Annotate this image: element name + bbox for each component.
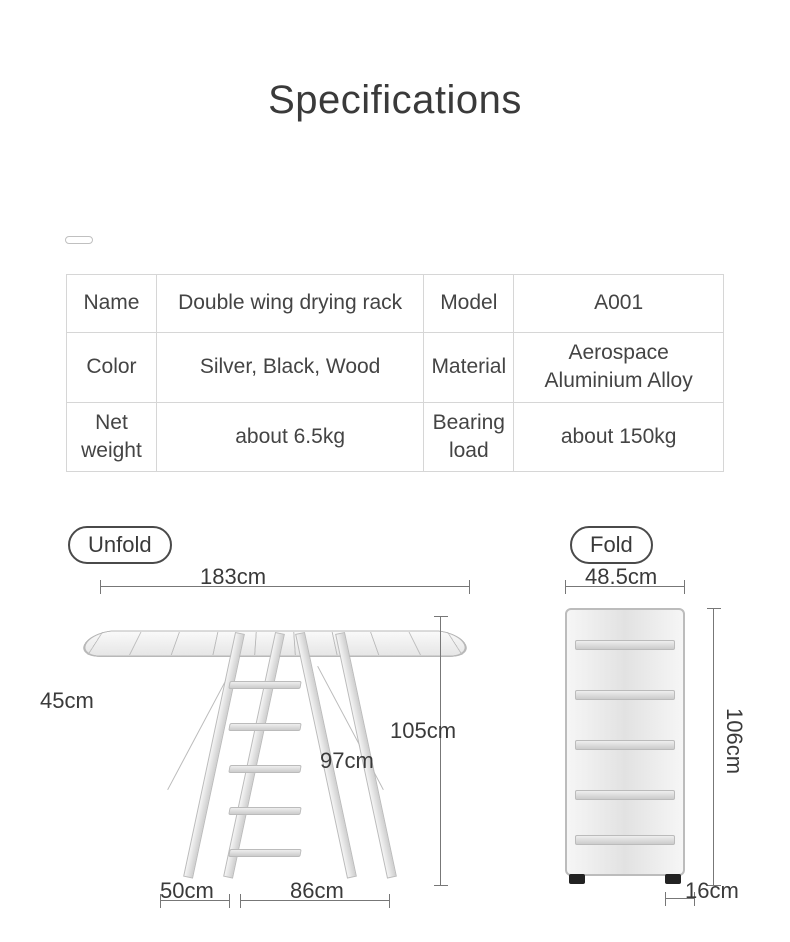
dim-leg-depth: 50cm — [160, 878, 214, 904]
cell-weight-label: Net weight — [67, 402, 157, 472]
cell-model-value: A001 — [514, 275, 724, 333]
dim-line-top — [100, 586, 470, 587]
ladder-step — [228, 765, 301, 773]
dim-line-fold-height — [713, 608, 714, 886]
table-row: Name Double wing drying rack Model A001 — [67, 275, 724, 333]
spec-table: Name Double wing drying rack Model A001 … — [66, 274, 724, 472]
ladder-step — [228, 849, 301, 857]
ladder-step — [575, 790, 675, 800]
cell-weight-value: about 6.5kg — [156, 402, 423, 472]
cell-color-label: Color — [67, 333, 157, 403]
cell-color-value: Silver, Black, Wood — [156, 333, 423, 403]
unfold-diagram: 183cm 45cm 105cm 97cm 50cm 86cm — [40, 578, 510, 918]
folded-body — [565, 608, 685, 876]
table-row: Color Silver, Black, Wood Material Aeros… — [67, 333, 724, 403]
dim-total-height: 105cm — [390, 718, 456, 744]
ladder-step — [228, 723, 301, 731]
ladder-step — [575, 740, 675, 750]
fold-state-label: Fold — [570, 526, 653, 564]
dim-top-length: 183cm — [200, 564, 266, 590]
foot-cap — [665, 874, 681, 884]
cell-load-value: about 150kg — [514, 402, 724, 472]
ladder-step — [228, 807, 301, 815]
dim-fold-height: 106cm — [721, 708, 747, 774]
cell-name-value: Double wing drying rack — [156, 275, 423, 333]
cell-material-label: Material — [424, 333, 514, 403]
table-row: Net weight about 6.5kg Bearing load abou… — [67, 402, 724, 472]
ladder-step — [228, 681, 301, 689]
cell-model-label: Model — [424, 275, 514, 333]
unfold-state-label: Unfold — [68, 526, 172, 564]
cell-load-label: Bearing load — [424, 402, 514, 472]
decorative-dash — [65, 236, 93, 244]
fold-diagram: 48.5cm 106cm 16cm — [545, 578, 755, 918]
dim-fold-depth: 16cm — [685, 878, 739, 904]
cell-material-value: Aerospace Aluminium Alloy — [514, 333, 724, 403]
dim-rack-depth: 45cm — [40, 688, 94, 714]
ladder-step — [575, 640, 675, 650]
dim-base-spread: 86cm — [290, 878, 344, 904]
ladder-step — [575, 690, 675, 700]
dim-line-height — [440, 616, 441, 886]
cell-name-label: Name — [67, 275, 157, 333]
foot-cap — [569, 874, 585, 884]
page-title: Specifications — [0, 78, 790, 123]
dim-ladder-height: 97cm — [320, 748, 374, 774]
ladder-step — [575, 835, 675, 845]
dim-fold-width: 48.5cm — [585, 564, 657, 590]
